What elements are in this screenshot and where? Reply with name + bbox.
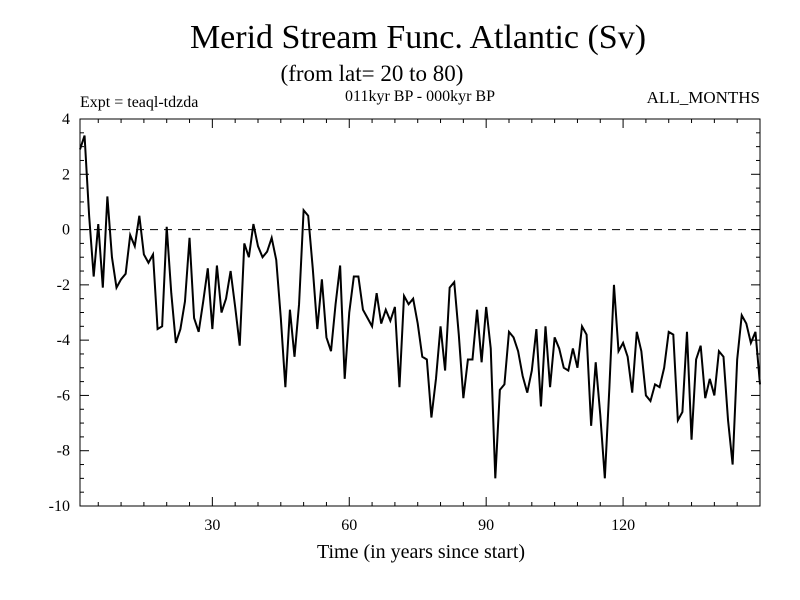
- y-tick-label: -10: [49, 498, 70, 515]
- plot-area: 30 60 90 120 4 2 0 -2 -4 -6 -8 -10: [49, 111, 761, 534]
- x-tick-label: 90: [478, 517, 494, 534]
- y-tick-label: 4: [62, 111, 70, 128]
- period-label: 011kyr BP - 000kyr BP: [345, 88, 495, 105]
- chart-subtitle: (from lat= 20 to 80): [281, 61, 464, 86]
- y-tick-label: -6: [57, 387, 70, 404]
- y-tick-label: -4: [57, 332, 70, 349]
- x-tick-label: 30: [204, 517, 220, 534]
- experiment-label: Expt = teaql-tdzda: [80, 94, 198, 111]
- series-line: [79, 135, 761, 479]
- y-tick-label: 2: [62, 166, 70, 183]
- months-label: ALL_MONTHS: [647, 88, 760, 107]
- chart-title: Merid Stream Func. Atlantic (Sv): [190, 19, 646, 56]
- y-tick-label: 0: [62, 222, 70, 239]
- x-tick-label: 120: [611, 517, 635, 534]
- y-tick-label: -2: [57, 277, 70, 294]
- x-tick-label: 60: [341, 517, 357, 534]
- x-axis-label: Time (in years since start): [317, 541, 525, 563]
- plot-frame: [79, 118, 761, 507]
- y-tick-label: -8: [57, 443, 70, 460]
